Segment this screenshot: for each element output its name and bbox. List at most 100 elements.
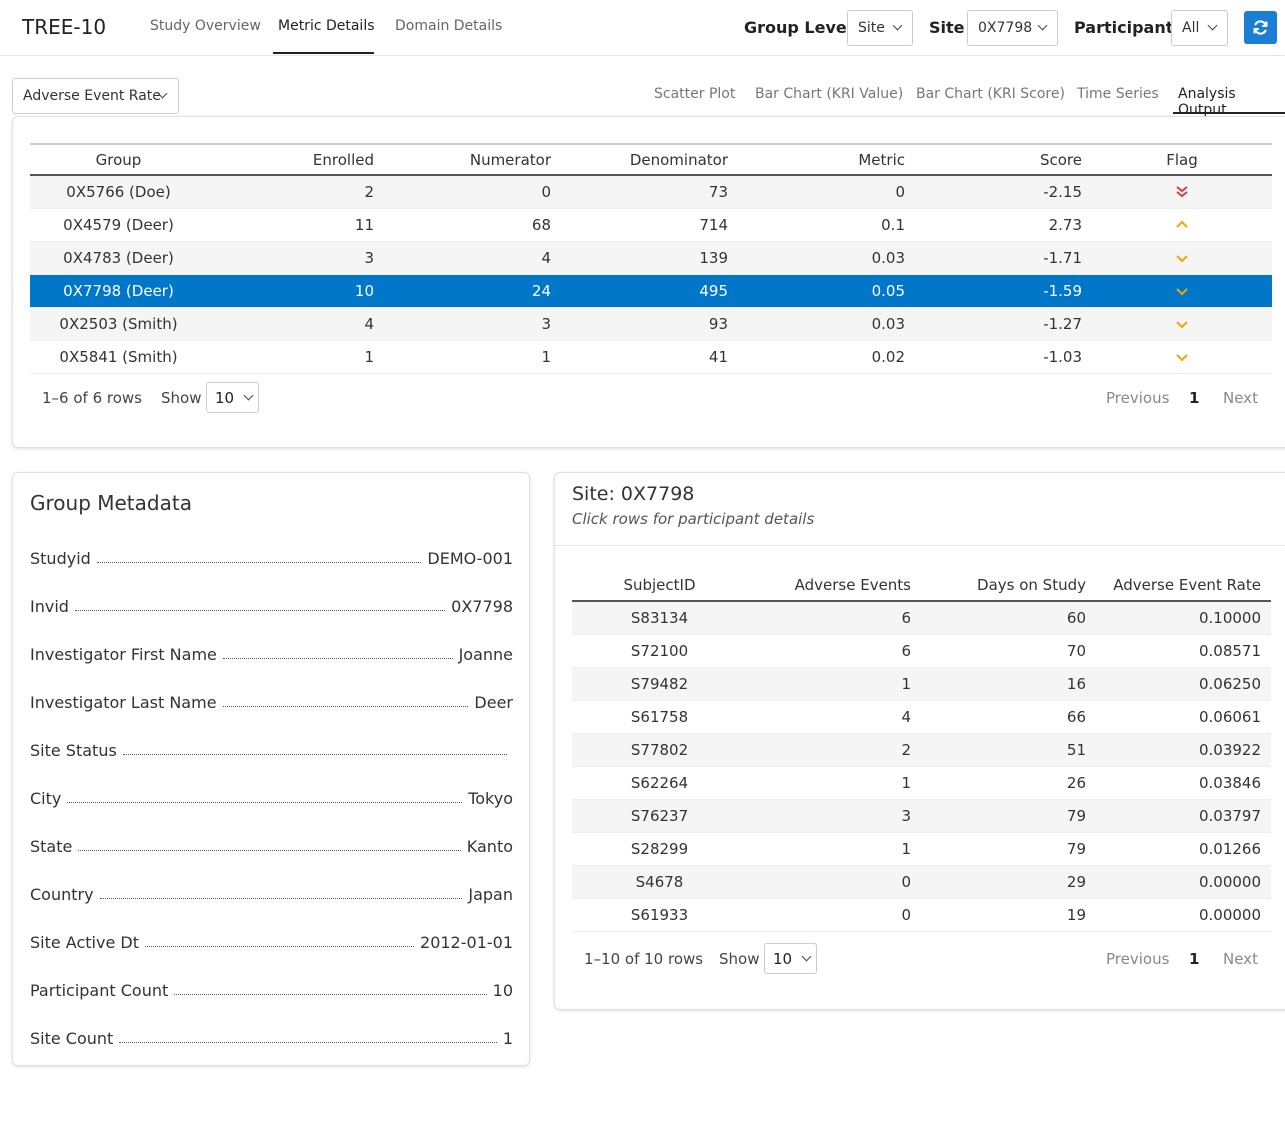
analysis-table: Group Enrolled Numerator Denominator Met… [30,143,1272,374]
analysis-output-card: Group Enrolled Numerator Denominator Met… [12,116,1285,448]
col-header-adverse-event-rate[interactable]: Adverse Event Rate [1096,570,1271,602]
cell-denominator: 495 [561,274,738,308]
tab-analysis-output[interactable]: Analysis Output [1178,86,1236,118]
cell-subjectid: S79482 [572,667,747,701]
page-number-button[interactable]: 1 [1189,389,1200,407]
top-navbar: TREE-10 Study Overview Metric Details Do… [0,0,1285,56]
cell-adverse-event-rate: 0.06061 [1096,700,1271,734]
cell-subjectid: S83134 [572,601,747,635]
table-row[interactable]: 0X4579 (Deer) 11 68 714 0.1 2.73 [30,208,1272,242]
previous-page-button[interactable]: Previous [1106,950,1170,968]
metadata-value: 1 [502,1029,513,1048]
cell-numerator: 3 [384,307,561,341]
next-page-button[interactable]: Next [1223,950,1258,968]
cell-metric: 0.1 [738,208,915,242]
tab-scatter-plot[interactable]: Scatter Plot [654,86,736,102]
table-row[interactable]: 0X2503 (Smith) 4 3 93 0.03 -1.27 [30,307,1272,341]
chevron-down-icon [1176,255,1188,263]
table-row[interactable]: 0X5841 (Smith) 1 1 41 0.02 -1.03 [30,340,1272,374]
col-header-numerator[interactable]: Numerator [384,144,561,176]
tab-study-overview[interactable]: Study Overview [150,18,261,34]
page-size-value: 10 [215,389,235,407]
cell-adverse-event-rate: 0.08571 [1096,634,1271,668]
cell-days-on-study: 19 [921,898,1096,932]
cell-adverse-event-rate: 0.03846 [1096,766,1271,800]
site-label: Site [929,18,965,37]
metadata-value: Kanto [466,837,513,856]
cell-enrolled: 2 [207,175,384,209]
table-row[interactable]: S77802 2 51 0.03922 [572,733,1271,767]
col-header-adverse-events[interactable]: Adverse Events [747,570,921,602]
double-chevron-down-icon [1176,186,1188,198]
col-header-score[interactable]: Score [915,144,1092,176]
dot-leader [119,1042,497,1043]
cell-score: -1.03 [915,340,1092,374]
table-row[interactable]: S72100 6 70 0.08571 [572,634,1271,668]
metadata-key: City [30,789,62,808]
tab-bar-chart-kri-value[interactable]: Bar Chart (KRI Value) [755,86,904,102]
metadata-key: State [30,837,73,856]
cell-denominator: 73 [561,175,738,209]
table-row[interactable]: 0X4783 (Deer) 3 4 139 0.03 -1.71 [30,241,1272,275]
chevron-down-icon [243,390,254,401]
participant-select[interactable]: All [1171,10,1228,46]
group-metadata-card: Group Metadata Studyid DEMO-001 Invid 0X779… [12,472,530,1066]
cell-subjectid: S4678 [572,865,747,899]
tab-bar-chart-kri-score[interactable]: Bar Chart (KRI Score) [916,86,1065,102]
table-row[interactable]: S76237 3 79 0.03797 [572,799,1271,833]
cell-adverse-events: 1 [747,766,921,800]
metadata-key: Investigator Last Name [30,693,217,712]
chevron-down-icon [1176,321,1188,329]
col-header-denominator[interactable]: Denominator [561,144,738,176]
participant-label: Participant [1074,18,1174,37]
dot-leader [222,706,469,707]
tab-time-series[interactable]: Time Series [1077,86,1159,102]
table-row[interactable]: S61933 0 19 0.00000 [572,898,1271,932]
previous-page-button[interactable]: Previous [1106,389,1170,407]
table-row[interactable]: S28299 1 79 0.01266 [572,832,1271,866]
cell-days-on-study: 51 [921,733,1096,767]
refresh-button[interactable] [1244,11,1277,44]
cell-adverse-event-rate: 0.03922 [1096,733,1271,767]
cell-subjectid: S77802 [572,733,747,767]
tab-domain-details[interactable]: Domain Details [395,18,503,34]
table-row[interactable]: S62264 1 26 0.03846 [572,766,1271,800]
table-row[interactable]: S4678 0 29 0.00000 [572,865,1271,899]
table-row[interactable]: S79482 1 16 0.06250 [572,667,1271,701]
cell-days-on-study: 79 [921,799,1096,833]
col-header-subjectid[interactable]: SubjectID [572,570,747,602]
dot-leader [74,610,446,611]
metric-select[interactable]: Adverse Event Rate [12,78,179,114]
metadata-value: 2012-01-01 [420,933,513,952]
app-title: TREE-10 [22,15,107,39]
cell-adverse-events: 1 [747,832,921,866]
group-level-select[interactable]: Site [847,10,913,46]
page-size-select[interactable]: 10 [764,943,817,974]
page-number-button[interactable]: 1 [1189,950,1200,968]
divider [555,545,1285,546]
chevron-down-icon [1207,20,1218,31]
metadata-value: Deer [474,693,513,712]
cell-score: -1.59 [915,274,1092,308]
next-page-button[interactable]: Next [1223,389,1258,407]
col-header-metric[interactable]: Metric [738,144,915,176]
site-select[interactable]: 0X7798 [967,10,1058,46]
table-row[interactable]: S83134 6 60 0.10000 [572,601,1271,635]
col-header-group[interactable]: Group [30,144,207,176]
cell-subjectid: S61758 [572,700,747,734]
table-row[interactable]: S61758 4 66 0.06061 [572,700,1271,734]
col-header-flag[interactable]: Flag [1092,144,1272,176]
col-header-enrolled[interactable]: Enrolled [207,144,384,176]
tab-metric-details[interactable]: Metric Details [278,18,375,34]
metadata-key: Invid [30,597,69,616]
cell-group: 0X5841 (Smith) [30,340,207,374]
table-row[interactable]: 0X5766 (Doe) 2 0 73 0 -2.15 [30,175,1272,209]
cell-flag [1092,208,1272,242]
cell-adverse-event-rate: 0.06250 [1096,667,1271,701]
cell-denominator: 714 [561,208,738,242]
cell-enrolled: 4 [207,307,384,341]
table-row[interactable]: 0X7798 (Deer) 10 24 495 0.05 -1.59 [30,274,1272,308]
dot-leader [122,754,507,755]
page-size-select[interactable]: 10 [206,382,259,413]
col-header-days-on-study[interactable]: Days on Study [921,570,1096,602]
